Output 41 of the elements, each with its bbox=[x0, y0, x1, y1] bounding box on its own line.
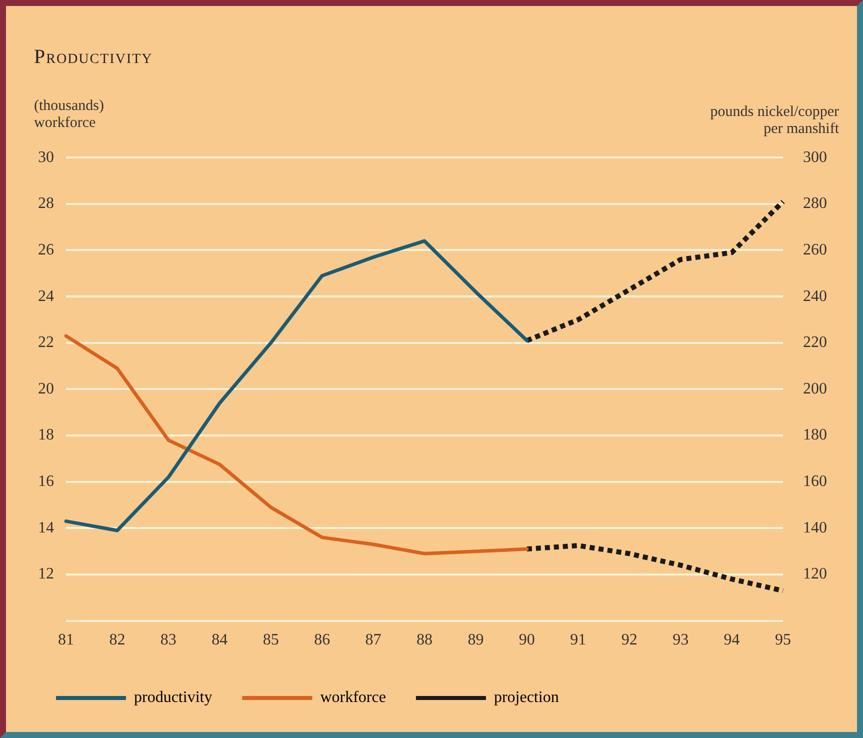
y-tick-label: 24 bbox=[38, 288, 54, 305]
legend-label: projection bbox=[494, 689, 559, 706]
y-tick-label: 20 bbox=[38, 380, 54, 398]
x-tick-label: 89 bbox=[468, 632, 484, 649]
y-tick-label: 12 bbox=[38, 566, 54, 583]
x-tick-label: 93 bbox=[672, 632, 689, 649]
chart-title: Productivity bbox=[34, 46, 153, 69]
x-tick-label: 87 bbox=[365, 632, 382, 649]
y2-axis-title: pounds nickel/copper per manshift bbox=[709, 104, 839, 138]
x-tick-label: 81 bbox=[58, 632, 74, 649]
y2-tick-label: 140 bbox=[803, 519, 827, 536]
x-tick-label: 83 bbox=[160, 632, 176, 649]
y2-tick-label: 120 bbox=[803, 566, 827, 583]
x-tick-label: 84 bbox=[212, 632, 228, 649]
x-tick-label: 92 bbox=[621, 632, 638, 649]
x-tick-label: 86 bbox=[314, 632, 330, 649]
x-tick-label: 94 bbox=[724, 632, 740, 649]
y-tick-label: 30 bbox=[38, 148, 54, 166]
y2-tick-label: 280 bbox=[803, 195, 827, 212]
y-tick-label: 26 bbox=[38, 241, 54, 258]
y-tick-label: 16 bbox=[38, 473, 54, 490]
y2-tick-label: 260 bbox=[803, 241, 827, 258]
x-tick-label: 82 bbox=[109, 632, 126, 649]
y2-tick-label: 200 bbox=[803, 380, 827, 398]
y-tick-label: 18 bbox=[38, 426, 54, 444]
legend-label: productivity bbox=[134, 689, 212, 706]
legend-label: workforce bbox=[320, 689, 386, 706]
x-tick-label: 88 bbox=[416, 632, 432, 649]
y-tick-label: 28 bbox=[38, 195, 54, 212]
y-tick-label: 22 bbox=[38, 334, 54, 352]
y2-tick-label: 160 bbox=[803, 473, 827, 490]
x-tick-label: 85 bbox=[262, 632, 279, 649]
y2-tick-label: 180 bbox=[803, 426, 827, 444]
y2-tick-label: 300 bbox=[803, 148, 827, 166]
x-tick-label: 95 bbox=[775, 632, 791, 649]
x-tick-label: 91 bbox=[570, 632, 586, 649]
y-axis-title: (thousands) workforce bbox=[34, 98, 105, 132]
y-tick-label: 14 bbox=[38, 519, 54, 536]
x-tick-label: 90 bbox=[518, 632, 535, 649]
y2-tick-label: 240 bbox=[803, 288, 827, 305]
y2-tick-label: 220 bbox=[803, 334, 827, 352]
